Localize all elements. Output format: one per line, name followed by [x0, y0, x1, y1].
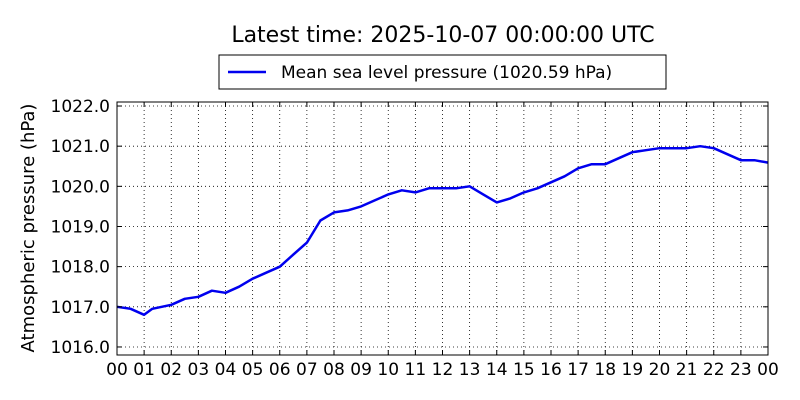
legend-box	[218, 54, 667, 90]
x-tick-label: 15	[513, 360, 535, 380]
y-tick-label: 1021.0	[51, 137, 110, 157]
y-axis-tick-labels: 1016.0 1017.0 1018.0 1019.0 1020.0 1021.0 1022…	[51, 97, 110, 358]
x-tick-label: 08	[323, 360, 345, 380]
y-tick-label: 1020.0	[51, 177, 110, 197]
x-tick-label: 10	[377, 360, 399, 380]
y-axis-label: Atmospheric pressure (hPa)	[18, 104, 39, 353]
x-tick-label: 00	[106, 360, 128, 380]
x-tick-label: 06	[269, 360, 291, 380]
x-tick-label: 04	[215, 360, 237, 380]
x-tick-label: 18	[594, 360, 616, 380]
x-tick-label: 14	[486, 360, 508, 380]
x-tick-label: 21	[676, 360, 698, 380]
y-tick-label: 1018.0	[51, 258, 110, 278]
x-tick-label: 05	[242, 360, 264, 380]
y-tick-label: 1016.0	[51, 338, 110, 358]
x-tick-label: 02	[160, 360, 182, 380]
chart-legend: Mean sea level pressure (1020.59 hPa)	[218, 54, 667, 90]
x-tick-label: 20	[649, 360, 671, 380]
x-tick-label: 16	[540, 360, 562, 380]
chart-grid	[117, 102, 768, 355]
x-tick-label: 07	[296, 360, 318, 380]
axis-ticks	[116, 102, 769, 355]
x-tick-label: 17	[567, 360, 589, 380]
x-axis-tick-labels: 00 01 02 03 04 05 06 07 08 09 10 11 12 13 14 15 16 17 18 19…	[106, 360, 779, 380]
x-tick-label: 13	[459, 360, 481, 380]
plot-data-layer	[116, 144, 769, 317]
chart-title: Latest time: 2025-10-07 00:00:00 UTC	[231, 23, 654, 48]
x-tick-label: 19	[622, 360, 644, 380]
x-tick-label: 12	[432, 360, 454, 380]
series-line-0	[116, 144, 769, 317]
x-tick-label: 23	[730, 360, 752, 380]
x-tick-label: 03	[188, 360, 210, 380]
x-tick-label: 00	[757, 360, 779, 380]
x-tick-label: 01	[133, 360, 155, 380]
y-tick-label: 1019.0	[51, 217, 110, 237]
x-tick-label: 22	[703, 360, 725, 380]
legend-series-label: Mean sea level pressure (1020.59 hPa)	[281, 63, 612, 83]
plot-area-frame	[116, 101, 769, 356]
y-tick-label: 1017.0	[51, 298, 110, 318]
y-tick-label: 1022.0	[51, 97, 110, 117]
x-tick-label: 11	[405, 360, 427, 380]
x-tick-label: 09	[350, 360, 372, 380]
